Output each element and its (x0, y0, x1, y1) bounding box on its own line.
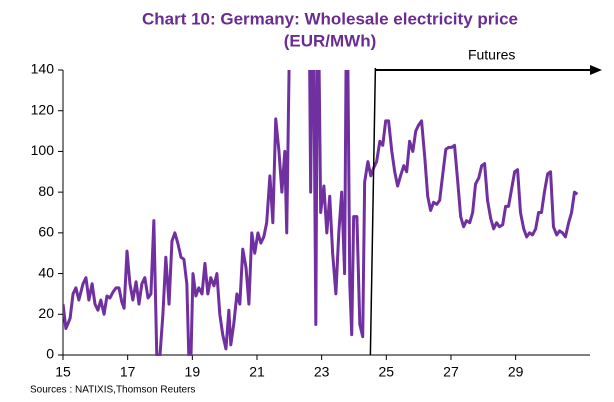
y-tick-label: 80 (38, 183, 54, 199)
chart-title: (EUR/MWh) (284, 31, 377, 50)
y-tick-label: 100 (31, 142, 55, 158)
x-tick-label: 25 (379, 364, 395, 380)
source: Sources : NATIXIS,Thomson Reuters (30, 385, 195, 396)
x-tick-label: 29 (508, 364, 524, 380)
line (63, 70, 579, 356)
x-tick-label: 21 (249, 364, 265, 380)
y-tick-label: 60 (38, 224, 54, 240)
x-tick-label: 23 (314, 364, 330, 380)
arrow-head (590, 65, 602, 75)
x-tick-label: 17 (120, 364, 136, 380)
y-tick-label: 20 (38, 305, 54, 321)
y-tick-label: 140 (31, 61, 55, 77)
y-tick-label: 40 (38, 264, 54, 280)
y-tick-label: 0 (46, 346, 54, 362)
x-tick-label: 15 (55, 364, 71, 380)
annotation: Futures (468, 47, 515, 63)
x-tick-label: 19 (185, 364, 201, 380)
y-tick-label: 120 (31, 101, 55, 117)
chart-title: Chart 10: Germany: Wholesale electricity… (142, 9, 518, 28)
x-tick-label: 27 (443, 364, 459, 380)
futures-marker (369, 67, 377, 356)
